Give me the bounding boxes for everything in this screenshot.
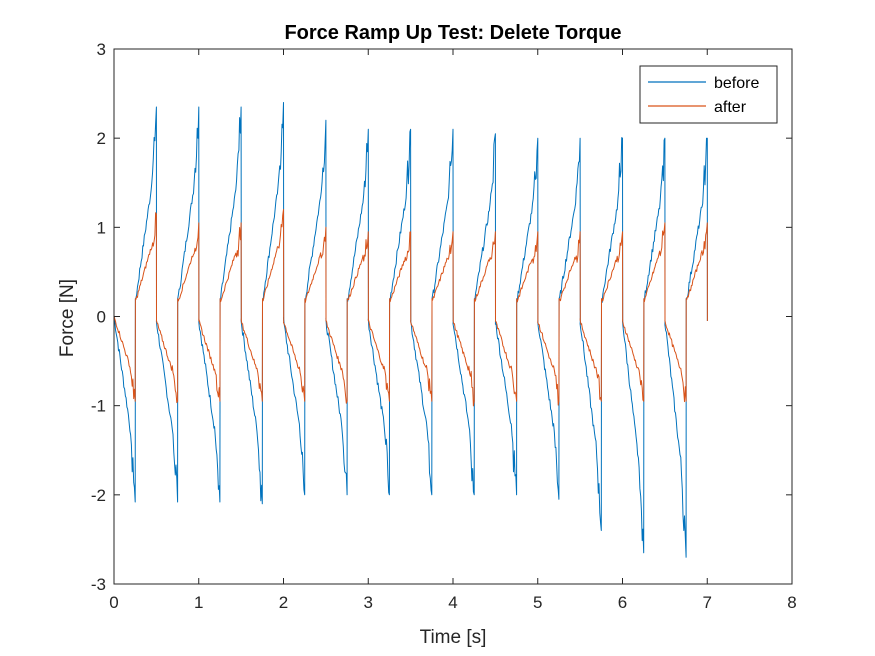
x-tick-label: 0 [109, 593, 118, 612]
y-tick-label: -3 [91, 575, 106, 594]
legend-label-after: after [714, 99, 747, 116]
x-tick-label: 5 [533, 593, 542, 612]
x-tick-label: 6 [618, 593, 627, 612]
y-axis-label: Force [N] [57, 279, 78, 357]
ticks-layer: 0 1 2 3 4 5 6 7 8 -3 -2 -1 0 1 2 3 [91, 40, 797, 612]
x-tick-label: 8 [787, 593, 796, 612]
chart-title: Force Ramp Up Test: Delete Torque [284, 22, 621, 44]
legend: before after [639, 65, 778, 124]
x-tick-label: 4 [448, 593, 457, 612]
y-tick-label: 2 [97, 129, 106, 148]
x-tick-label: 2 [279, 593, 288, 612]
x-axis-label: Time [s] [420, 627, 487, 648]
x-tick-label: 3 [364, 593, 373, 612]
series-layer [113, 102, 708, 558]
y-tick-label: -1 [91, 397, 106, 416]
series-line-after [113, 209, 708, 407]
y-tick-label: 0 [97, 308, 106, 327]
x-tick-label: 1 [194, 593, 203, 612]
y-tick-label: -2 [91, 486, 106, 505]
legend-label-before: before [714, 75, 759, 92]
x-tick-label: 7 [703, 593, 712, 612]
legend-box [639, 65, 778, 124]
y-tick-label: 1 [97, 218, 106, 237]
y-tick-label: 3 [97, 40, 106, 59]
